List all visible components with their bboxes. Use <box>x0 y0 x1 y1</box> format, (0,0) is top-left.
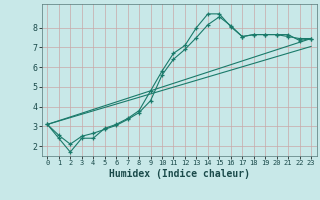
X-axis label: Humidex (Indice chaleur): Humidex (Indice chaleur) <box>109 169 250 179</box>
